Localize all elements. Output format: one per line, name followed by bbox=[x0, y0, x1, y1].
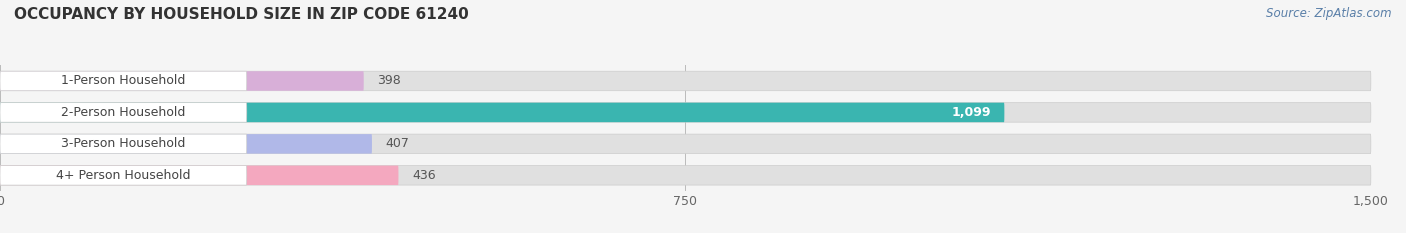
FancyBboxPatch shape bbox=[0, 71, 247, 91]
FancyBboxPatch shape bbox=[0, 71, 1371, 91]
Text: OCCUPANCY BY HOUSEHOLD SIZE IN ZIP CODE 61240: OCCUPANCY BY HOUSEHOLD SIZE IN ZIP CODE … bbox=[14, 7, 468, 22]
FancyBboxPatch shape bbox=[0, 103, 1371, 122]
FancyBboxPatch shape bbox=[0, 166, 247, 185]
Text: 398: 398 bbox=[377, 75, 401, 87]
Text: 2-Person Household: 2-Person Household bbox=[62, 106, 186, 119]
Text: 1-Person Household: 1-Person Household bbox=[62, 75, 186, 87]
Text: 4+ Person Household: 4+ Person Household bbox=[56, 169, 191, 182]
Text: 436: 436 bbox=[412, 169, 436, 182]
FancyBboxPatch shape bbox=[0, 166, 398, 185]
Text: 3-Person Household: 3-Person Household bbox=[62, 137, 186, 150]
FancyBboxPatch shape bbox=[0, 134, 1371, 154]
Text: 1,099: 1,099 bbox=[952, 106, 991, 119]
FancyBboxPatch shape bbox=[0, 103, 247, 122]
FancyBboxPatch shape bbox=[0, 134, 373, 154]
FancyBboxPatch shape bbox=[0, 166, 1371, 185]
FancyBboxPatch shape bbox=[0, 134, 247, 154]
FancyBboxPatch shape bbox=[0, 71, 364, 91]
Text: Source: ZipAtlas.com: Source: ZipAtlas.com bbox=[1267, 7, 1392, 20]
Text: 407: 407 bbox=[385, 137, 409, 150]
FancyBboxPatch shape bbox=[0, 103, 1004, 122]
